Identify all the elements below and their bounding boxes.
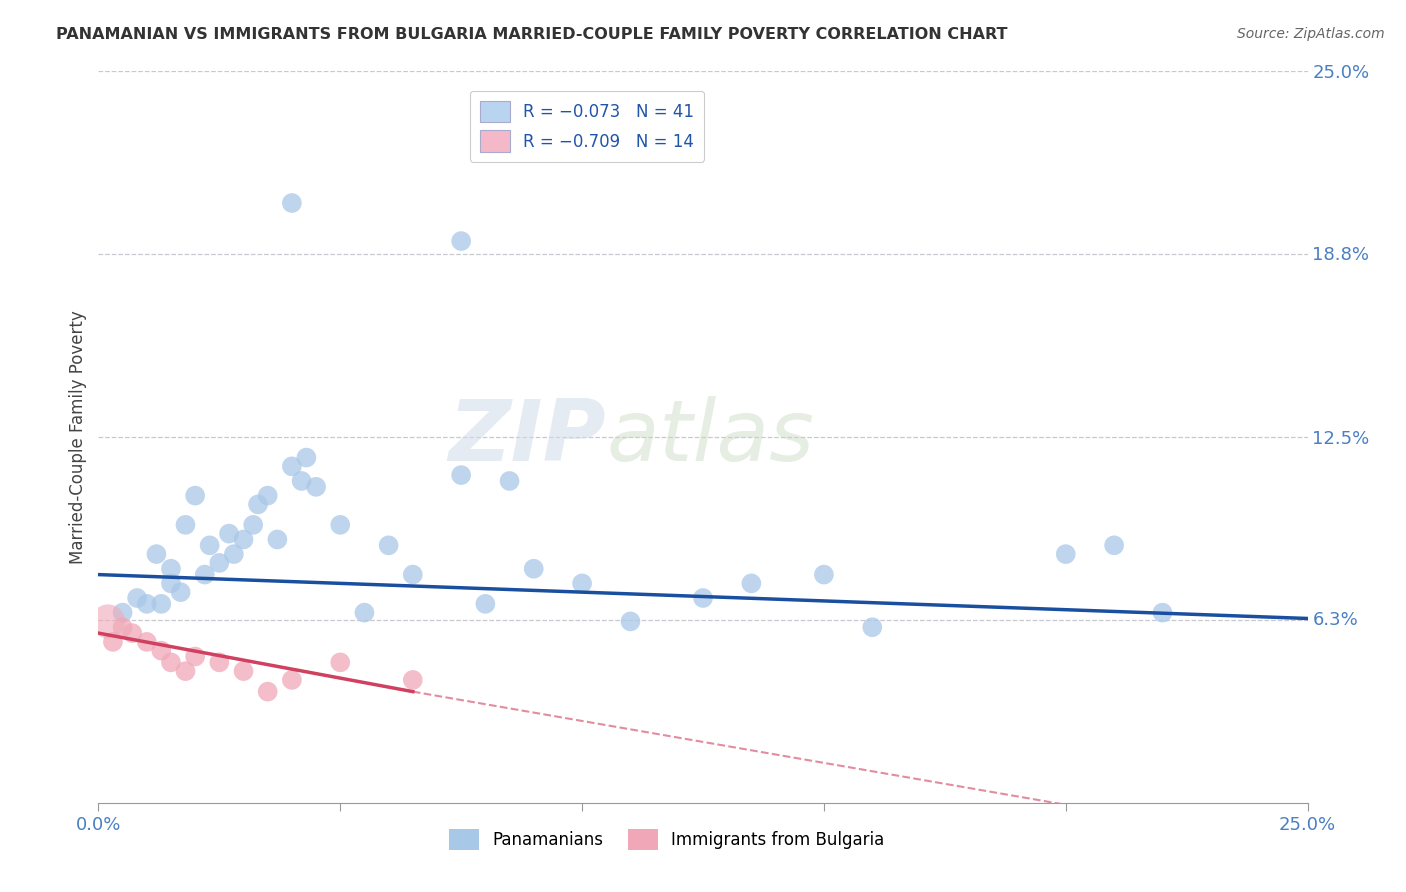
Point bbox=[256, 489, 278, 503]
Point bbox=[740, 576, 762, 591]
Point bbox=[329, 656, 352, 670]
Point bbox=[295, 450, 318, 465]
Point bbox=[247, 497, 270, 511]
Point bbox=[523, 562, 546, 576]
Point bbox=[1054, 547, 1077, 561]
Point bbox=[256, 684, 278, 698]
Point bbox=[353, 606, 375, 620]
Point bbox=[150, 597, 173, 611]
Point bbox=[111, 606, 134, 620]
Point bbox=[127, 591, 149, 605]
Point bbox=[290, 474, 312, 488]
Point bbox=[121, 626, 143, 640]
Point bbox=[135, 597, 157, 611]
Point bbox=[571, 576, 593, 591]
Point bbox=[111, 620, 134, 634]
Point bbox=[97, 615, 120, 629]
Point bbox=[135, 635, 157, 649]
Text: ZIP: ZIP bbox=[449, 395, 606, 479]
Point bbox=[184, 489, 207, 503]
Point bbox=[208, 556, 231, 570]
Point bbox=[242, 517, 264, 532]
Point bbox=[145, 547, 167, 561]
Point bbox=[281, 673, 304, 687]
Point bbox=[305, 480, 328, 494]
Text: atlas: atlas bbox=[606, 395, 814, 479]
Point bbox=[222, 547, 245, 561]
Point bbox=[1102, 538, 1125, 552]
Point bbox=[169, 585, 191, 599]
Point bbox=[450, 468, 472, 483]
Point bbox=[619, 615, 641, 629]
Point bbox=[232, 533, 254, 547]
Point bbox=[218, 526, 240, 541]
Point bbox=[474, 597, 496, 611]
Point bbox=[266, 533, 288, 547]
Text: PANAMANIAN VS IMMIGRANTS FROM BULGARIA MARRIED-COUPLE FAMILY POVERTY CORRELATION: PANAMANIAN VS IMMIGRANTS FROM BULGARIA M… bbox=[56, 27, 1008, 42]
Point bbox=[1152, 606, 1174, 620]
Point bbox=[281, 459, 304, 474]
Point bbox=[174, 664, 197, 678]
Point bbox=[860, 620, 883, 634]
Point bbox=[692, 591, 714, 605]
Point bbox=[402, 567, 425, 582]
Point bbox=[101, 635, 124, 649]
Point bbox=[160, 656, 183, 670]
Point bbox=[402, 673, 425, 687]
Point bbox=[232, 664, 254, 678]
Legend: Panamanians, Immigrants from Bulgaria: Panamanians, Immigrants from Bulgaria bbox=[441, 822, 891, 856]
Point bbox=[281, 196, 304, 211]
Point bbox=[813, 567, 835, 582]
Point bbox=[184, 649, 207, 664]
Point bbox=[498, 474, 520, 488]
Y-axis label: Married-Couple Family Poverty: Married-Couple Family Poverty bbox=[69, 310, 87, 564]
Point bbox=[160, 576, 183, 591]
Point bbox=[160, 562, 183, 576]
Point bbox=[150, 643, 173, 657]
Point bbox=[208, 656, 231, 670]
Point bbox=[198, 538, 221, 552]
Text: Source: ZipAtlas.com: Source: ZipAtlas.com bbox=[1237, 27, 1385, 41]
Point bbox=[377, 538, 399, 552]
Point bbox=[174, 517, 197, 532]
Point bbox=[329, 517, 352, 532]
Point bbox=[194, 567, 217, 582]
Point bbox=[450, 234, 472, 248]
